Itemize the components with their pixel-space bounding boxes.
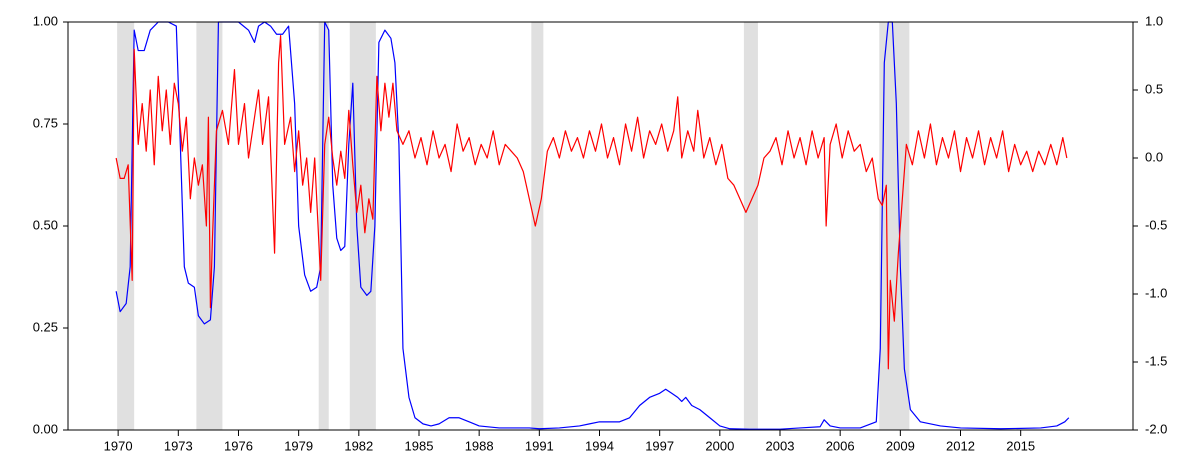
y-tick-label: 1.00 [33,13,58,28]
x-tick-label: 1997 [645,438,674,453]
series-line [115,35,1068,370]
x-tick-label: 1979 [284,438,313,453]
recession-band [117,22,135,430]
y2-tick-label: -1.5 [1145,353,1167,368]
y-tick-label: 0.50 [33,217,58,232]
x-tick-label: 1988 [465,438,494,453]
shading-layer [117,22,910,430]
recession-band [743,22,758,430]
plot-frame [67,21,1134,431]
y2-tick-label: -0.5 [1145,217,1167,232]
y-tick-label: 0.25 [33,319,58,334]
x-tick-label: 2015 [1006,438,1035,453]
x-tick-label: 1982 [344,438,373,453]
recession-band [349,22,376,430]
y-tick-label: 0.00 [33,421,58,436]
x-tick-label: 1991 [525,438,554,453]
axes-layer: 0.00 0.25 0.50 0.75 1.00 -2.0 -1.5 -1.0 -0.5 0.0 0… [33,13,1168,453]
y2-tick-label: -2.0 [1145,421,1167,436]
y2-tick-label: 1.0 [1145,13,1163,28]
x-tick-label: 2009 [886,438,915,453]
x-tick-label: 2003 [766,438,795,453]
y-tick-label: 0.75 [33,115,58,130]
x-tick-label: 1970 [104,438,133,453]
series-line [115,21,1070,430]
x-tick-label: 2006 [826,438,855,453]
line-layer [115,21,1070,430]
x-tick-label: 2000 [705,438,734,453]
x-tick-label: 1985 [405,438,434,453]
x-tick-label: 1976 [224,438,253,453]
x-tick-label: 1994 [585,438,614,453]
y2-tick-label: 0.5 [1145,81,1163,96]
x-tick-label: 2012 [946,438,975,453]
recession-band [531,22,544,430]
y2-tick-label: 0.0 [1145,149,1163,164]
x-tick-label: 1973 [164,438,193,453]
recession-band [318,22,329,430]
y2-tick-label: -1.0 [1145,285,1167,300]
